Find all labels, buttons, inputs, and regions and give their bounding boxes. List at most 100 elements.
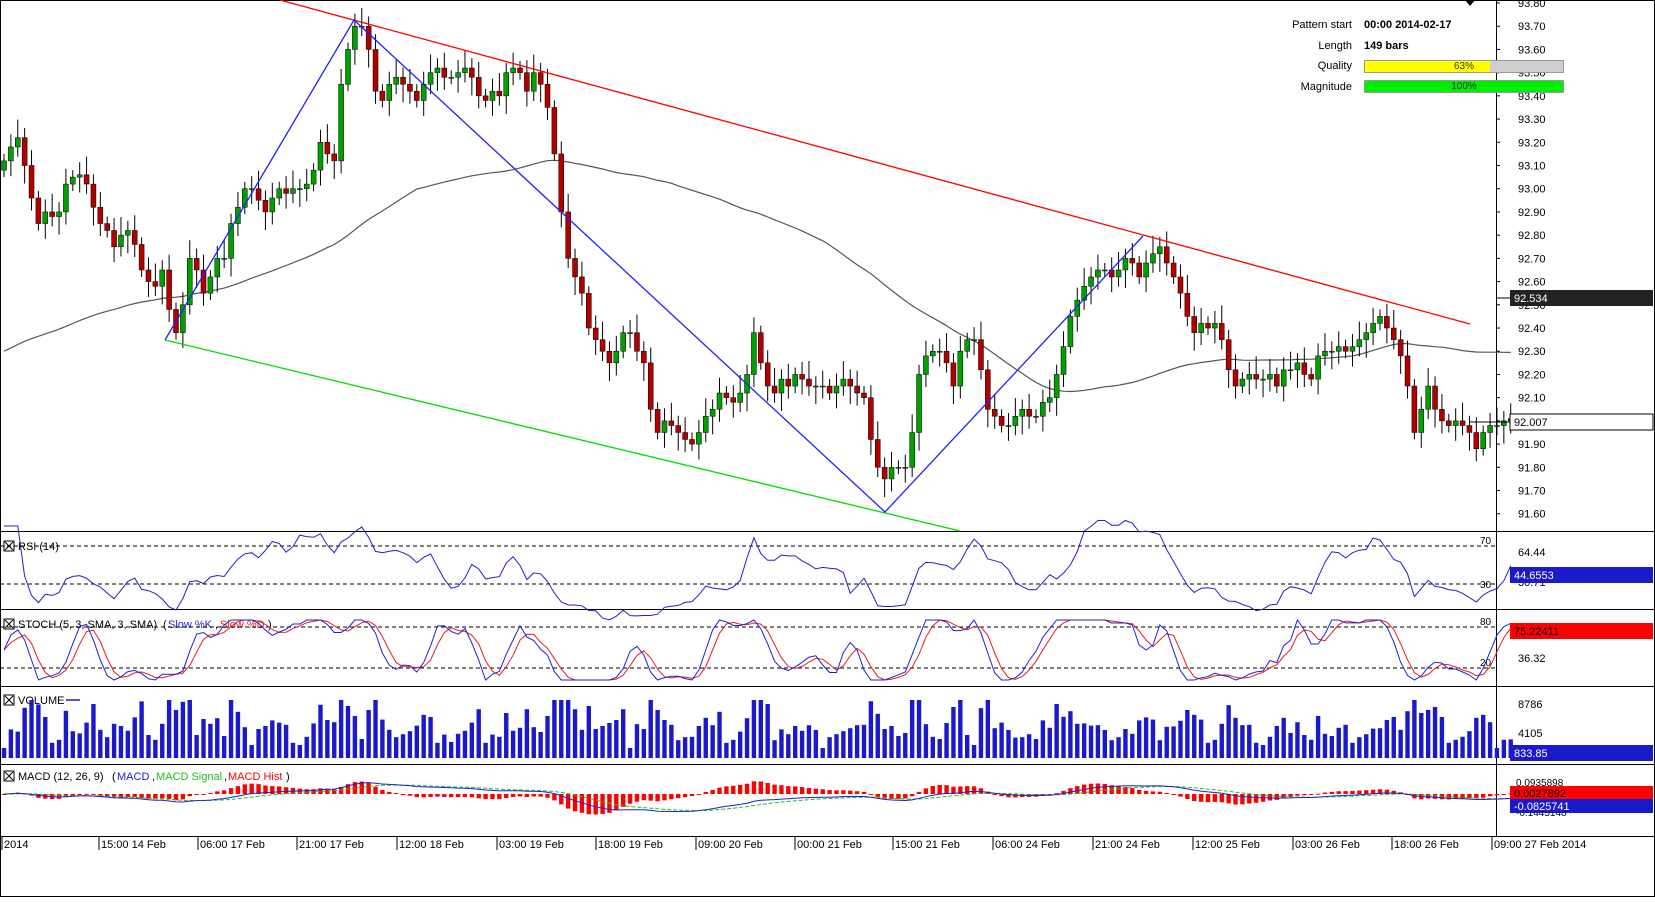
volume-bar xyxy=(462,730,468,758)
macd-hist-bar xyxy=(449,794,454,798)
volume-bar xyxy=(861,724,867,758)
macd-badge-bg xyxy=(1510,786,1653,800)
time-axis-label: 21:00 24 Feb xyxy=(1095,839,1160,851)
bearish-candle xyxy=(689,439,695,445)
volume-bar xyxy=(676,740,681,758)
macd-hist-bar xyxy=(841,790,846,794)
macd-hist-bar xyxy=(1137,789,1142,794)
macd-hist-bar xyxy=(483,794,488,800)
macd-hist-bar xyxy=(325,788,330,794)
bullish-candle xyxy=(159,269,165,287)
volume-bar xyxy=(387,729,392,758)
pattern-arrow-icon xyxy=(1465,0,1475,6)
macd-hist-bar xyxy=(1315,793,1321,795)
volume-bar xyxy=(621,709,626,758)
volume-bar xyxy=(1185,710,1190,758)
volume-bar xyxy=(1439,717,1445,758)
bullish-candle xyxy=(1,160,7,171)
stoch-k-legend: Slow %K xyxy=(168,619,213,631)
volume-bar xyxy=(999,722,1004,758)
volume-bar xyxy=(1494,748,1500,758)
volume-bar xyxy=(283,724,289,758)
bullish-candle xyxy=(819,385,826,388)
macd-hist-legend: MACD Hist xyxy=(228,771,282,783)
bullish-candle xyxy=(916,374,922,433)
volume-bar xyxy=(1130,733,1135,758)
macd-hist-bar xyxy=(201,794,206,795)
volume-bar xyxy=(923,724,929,758)
volume-bar xyxy=(421,714,426,758)
volume-bar xyxy=(70,731,75,758)
macd-hist-bar xyxy=(614,794,619,811)
bearish-candle xyxy=(634,332,640,352)
macd-hist-bar xyxy=(187,794,192,797)
time-axis-label: 18:00 19 Feb xyxy=(598,839,663,851)
price-tick-label: 92.90 xyxy=(1518,207,1546,219)
macd-hist-bar xyxy=(1075,786,1080,794)
bearish-candle xyxy=(1219,323,1225,340)
stoch-close-x xyxy=(4,619,14,629)
macd-hist-bar xyxy=(476,794,481,799)
bullish-candle xyxy=(531,72,537,92)
volume-bar xyxy=(1315,716,1321,758)
macd-close-x xyxy=(4,771,14,781)
volume-bar xyxy=(1343,724,1348,758)
volume-bar xyxy=(786,734,791,758)
bearish-candle xyxy=(606,350,613,364)
macd-hist-bar xyxy=(538,794,543,797)
bearish-candle xyxy=(950,362,957,387)
bullish-candle xyxy=(1122,258,1129,271)
macd-hist-bar xyxy=(1357,790,1362,794)
volume-bar xyxy=(366,710,371,758)
macd-hist-bar xyxy=(916,791,922,794)
macd-hist-bar xyxy=(366,783,371,794)
volume-bar xyxy=(77,733,82,758)
volume-bar xyxy=(731,739,736,758)
volume-bar xyxy=(641,729,647,758)
volume-bar xyxy=(1240,725,1245,758)
volume-bar xyxy=(277,722,282,758)
macd-hist-bar xyxy=(98,794,103,796)
bearish-candle xyxy=(1274,374,1280,387)
volume-bar xyxy=(1075,723,1080,758)
volume-bar xyxy=(1137,720,1142,758)
bullish-candle xyxy=(1501,420,1507,426)
volume-bar xyxy=(965,735,970,758)
stoch-title: STOCH (5, 3, SMA, 3, SMA) xyxy=(18,619,157,631)
moving-average-line xyxy=(3,159,1511,393)
volume-bar xyxy=(1020,737,1025,758)
volume-bar xyxy=(1143,717,1149,758)
macd-hist-bar xyxy=(160,794,165,799)
bullish-candle xyxy=(709,409,716,417)
volume-bar xyxy=(490,734,495,758)
volume-bar xyxy=(1467,731,1472,758)
time-axis-label: 06:00 24 Feb xyxy=(995,839,1060,851)
bearish-candle xyxy=(152,281,159,287)
volume-bar xyxy=(1425,710,1431,758)
macd-hist-bar xyxy=(772,784,777,794)
magnitude-bar-fill xyxy=(1365,81,1563,92)
macd-hist-bar xyxy=(91,794,96,795)
volume-bar xyxy=(1377,728,1383,758)
volume-bar xyxy=(648,700,653,758)
bearish-candle xyxy=(1232,369,1239,387)
stoch-comma: , xyxy=(215,619,218,631)
bullish-candle xyxy=(489,90,496,101)
bullish-candle xyxy=(1370,323,1376,333)
bearish-candle xyxy=(558,153,565,213)
volume-bar xyxy=(827,737,832,758)
volume-bar xyxy=(256,729,261,758)
bullish-candle xyxy=(716,392,723,410)
macd-hist-bar xyxy=(215,791,220,794)
macd-hist-bar xyxy=(1370,789,1376,794)
time-axis-label: 03:00 26 Feb xyxy=(1295,839,1360,851)
macd-hist-bar xyxy=(1240,794,1245,805)
bearish-candle xyxy=(654,409,661,433)
macd-hist-bar xyxy=(490,794,495,800)
bullish-candle xyxy=(737,392,743,403)
bullish-candle xyxy=(448,77,454,79)
macd-hist-bar xyxy=(455,794,461,798)
macd-hist-bar xyxy=(1453,794,1458,799)
volume-bar xyxy=(772,740,777,758)
